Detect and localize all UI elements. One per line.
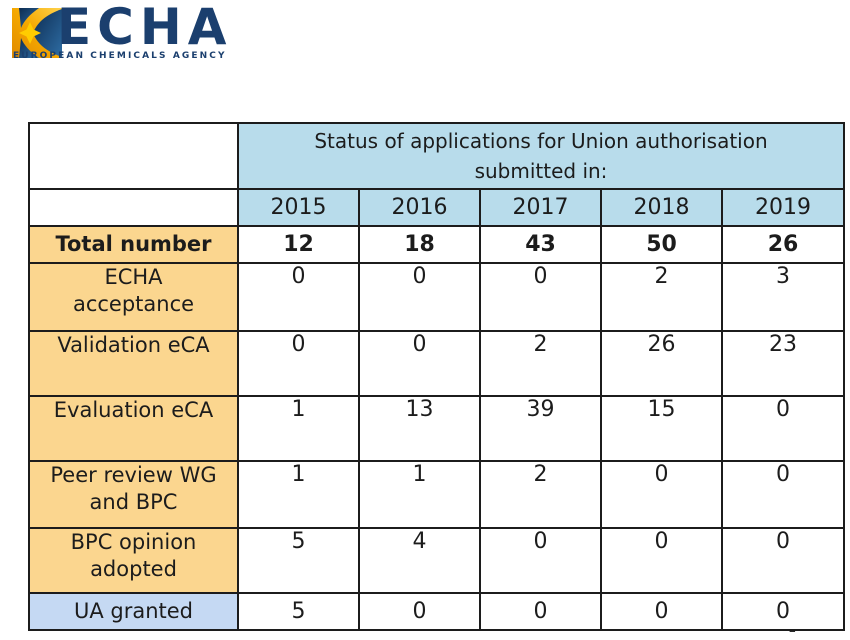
row-label: UA granted [28, 592, 239, 631]
cell-value: 18 [358, 225, 481, 264]
brand-name: ECHA [57, 0, 233, 56]
cell-value: 0 [237, 330, 360, 397]
cell-value: 0 [600, 592, 723, 631]
table-row: Evaluation eCA 1 13 39 15 0 [28, 395, 845, 462]
row-label: Evaluation eCA [28, 395, 239, 462]
echa-logo-icon [12, 8, 62, 58]
cell-value: 0 [358, 592, 481, 631]
cell-value: 1 [358, 460, 481, 529]
table-row: BPC opinion adopted 5 4 0 0 0 [28, 527, 845, 594]
status-table: Status of applications for Union authori… [28, 122, 845, 631]
row-label: Validation eCA [28, 330, 239, 397]
cell-value: 26 [600, 330, 723, 397]
table-row: Total number 12 18 43 50 26 [28, 225, 845, 264]
year-header: 2016 [358, 188, 481, 227]
cell-value: 26 [721, 225, 845, 264]
empty-corner [28, 188, 239, 227]
cell-value: 0 [358, 330, 481, 397]
row-label: ECHA acceptance [28, 262, 239, 332]
cell-value: 2 [600, 262, 723, 332]
cell-value: 0 [721, 592, 845, 631]
cell-value: 43 [479, 225, 602, 264]
cell-value: 4 [358, 527, 481, 594]
cell-value: 13 [358, 395, 481, 462]
cell-value: 39 [479, 395, 602, 462]
cell-value: 50 [600, 225, 723, 264]
row-label: Peer review WG and BPC [28, 460, 239, 529]
cell-value: 0 [600, 527, 723, 594]
cell-value: 0 [721, 460, 845, 529]
year-header: 2015 [237, 188, 360, 227]
year-header: 2019 [721, 188, 845, 227]
cell-value: 2 [479, 330, 602, 397]
table-row: UA granted 5 0 0 0 0 [28, 592, 845, 631]
row-label: Total number [28, 225, 239, 264]
cell-value: 0 [479, 527, 602, 594]
cell-value: 5 [237, 592, 360, 631]
cell-value: 0 [600, 460, 723, 529]
cell-value: 23 [721, 330, 845, 397]
table-row: Validation eCA 0 0 2 26 23 [28, 330, 845, 397]
year-header: 2018 [600, 188, 723, 227]
cell-value: 0 [479, 262, 602, 332]
cell-value: 5 [237, 527, 360, 594]
cell-value: 1 [237, 460, 360, 529]
cell-value: 12 [237, 225, 360, 264]
cell-value: 0 [721, 527, 845, 594]
empty-corner [28, 122, 239, 190]
cell-value: 1 [237, 395, 360, 462]
cell-value: 0 [237, 262, 360, 332]
cell-value: 0 [721, 395, 845, 462]
cell-value: 3 [721, 262, 845, 332]
echa-logo: ECHA EUROPEAN CHEMICALS AGENCY [0, 0, 300, 70]
brand-tagline: EUROPEAN CHEMICALS AGENCY [13, 51, 227, 61]
table-row: ECHA acceptance 0 0 0 2 3 [28, 262, 845, 332]
cell-value: 2 [479, 460, 602, 529]
cell-value: 0 [358, 262, 481, 332]
cell-value: 0 [479, 592, 602, 631]
table-title: Status of applications for Union authori… [237, 122, 845, 190]
cell-value: 15 [600, 395, 723, 462]
year-header: 2017 [479, 188, 602, 227]
table-row: Peer review WG and BPC 1 1 2 0 0 [28, 460, 845, 529]
row-label: BPC opinion adopted [28, 527, 239, 594]
